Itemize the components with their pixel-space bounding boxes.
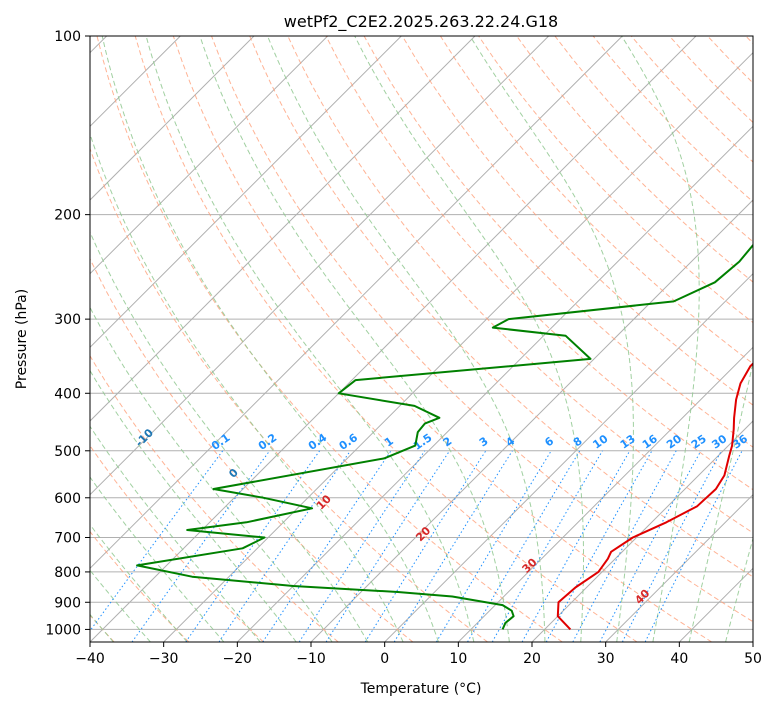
mixing-ratio-line	[262, 450, 392, 642]
dry-adiabat-line	[325, 36, 753, 491]
isotherm-line	[236, 125, 753, 642]
mixing-ratio-line	[572, 450, 677, 642]
plot-frame	[89, 35, 754, 643]
dry-adiabat-line	[249, 36, 753, 578]
moist-adiabat-line	[90, 230, 369, 642]
y-tick-label: 900	[54, 595, 81, 611]
moist-adiabat-line	[688, 360, 753, 642]
dry-adiabat-line	[90, 257, 414, 642]
moist-adiabat-line	[90, 425, 261, 642]
mixing-ratio-line	[90, 450, 224, 632]
isotherm-line	[457, 346, 753, 642]
dry-adiabat-line	[134, 36, 638, 642]
isotherm-line	[605, 493, 753, 642]
y-tick-label: 100	[54, 29, 81, 45]
x-axis-title: Temperature (°C)	[360, 681, 482, 697]
y-tick-label: 800	[54, 565, 81, 581]
x-tick-label: −20	[223, 651, 253, 667]
x-tick-label: −40	[75, 651, 105, 667]
isotherm-line	[90, 36, 476, 422]
x-axis-ticks: −40 −30 −20 −10 0 10 20 30 40 50	[75, 642, 762, 667]
moist-adiabat-line	[725, 536, 753, 642]
mixing-ratio-line	[545, 450, 653, 642]
mixing-ratio-line	[644, 450, 743, 642]
x-tick-label: 10	[449, 651, 467, 667]
moist-adiabat-line	[145, 36, 475, 642]
dry-adiabat-line	[516, 36, 753, 283]
mixing-ratio-line	[435, 450, 552, 642]
dry-adiabat-line	[90, 147, 488, 642]
mixing-ratio-line	[185, 450, 321, 642]
dry-adiabat-line	[90, 354, 339, 642]
dry-adiabat-line	[172, 36, 712, 642]
profile-series	[136, 243, 753, 631]
x-tick-label: 50	[744, 651, 762, 667]
mixing-ratio-line	[325, 450, 451, 642]
y-tick-label: 200	[54, 208, 81, 224]
moist-adiabat-line	[90, 306, 333, 642]
isotherm-line	[90, 36, 329, 275]
mixing-ratio-line	[521, 450, 631, 642]
mixing-ratio-line	[131, 450, 271, 642]
moist-adiabat-line	[199, 36, 510, 642]
moist-adiabat-line	[101, 36, 439, 642]
moist-adiabat-line	[621, 36, 700, 642]
mixing-ratio-line	[218, 450, 351, 642]
y-tick-label: 300	[54, 312, 81, 328]
mixing-ratio-line	[298, 450, 426, 642]
dry-adiabat-line	[401, 36, 753, 406]
moist-adiabat-line	[354, 36, 584, 642]
isotherm-line	[90, 36, 697, 642]
x-tick-label: 30	[597, 651, 615, 667]
dry-adiabat-line	[439, 36, 753, 365]
moist-adiabat-line	[90, 132, 404, 642]
isotherm-line	[90, 36, 550, 496]
background-lines	[90, 36, 753, 642]
isotherm-line	[384, 272, 753, 642]
isotherm-line	[90, 36, 402, 349]
dry-adiabat-line	[90, 530, 190, 642]
y-tick-label: 400	[54, 386, 81, 402]
mixing-ratio-line	[599, 450, 702, 642]
y-axis-title: Pressure (hPa)	[14, 289, 30, 389]
chart-title: wetPf2_C2E2.2025.263.22.24.G18	[284, 12, 558, 32]
x-tick-label: −30	[149, 651, 179, 667]
y-tick-label: 500	[54, 444, 81, 460]
dry-adiabat-line	[96, 36, 563, 642]
y-axis-ticks: 100 200 300 400 500 600 700 800 900 1000	[45, 29, 90, 638]
dry-adiabat-line	[211, 36, 753, 623]
moist-adiabat-line	[267, 36, 546, 642]
x-tick-label: 40	[670, 651, 688, 667]
mixing-ratio-line	[364, 450, 487, 642]
x-tick-label: 20	[523, 651, 541, 667]
x-tick-label: 0	[380, 651, 389, 667]
isotherm-line	[531, 420, 753, 642]
isotherm-line	[90, 36, 623, 570]
y-tick-label: 700	[54, 531, 81, 547]
dry-adiabat-line	[90, 444, 264, 642]
moist-adiabat-line	[90, 476, 225, 642]
y-tick-label: 1000	[45, 622, 81, 638]
y-tick-label: 600	[54, 491, 81, 507]
x-tick-label: −10	[296, 651, 326, 667]
isotherm-line	[163, 51, 753, 642]
dewpoint-profile-line	[136, 243, 753, 630]
isotherm-line	[90, 36, 255, 201]
temperature-profile-line	[556, 362, 753, 631]
